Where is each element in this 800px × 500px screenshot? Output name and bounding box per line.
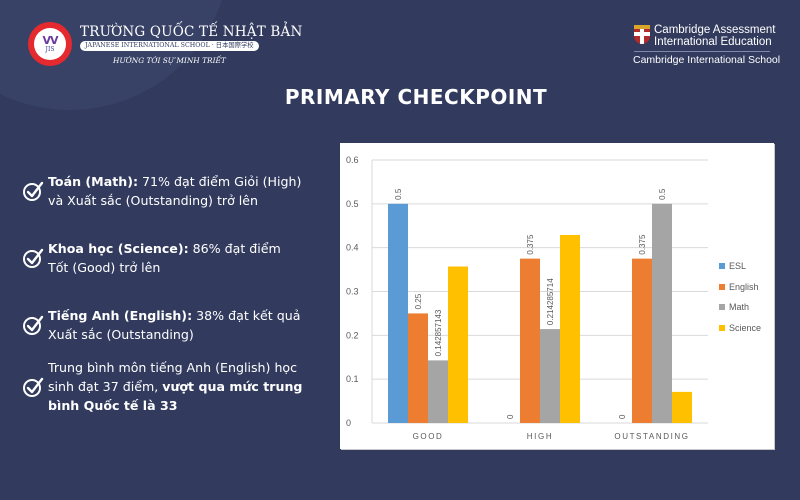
data-label: 0.5 bbox=[394, 188, 403, 200]
data-label: 0.142857143 bbox=[434, 309, 443, 356]
bar-science-outstanding bbox=[672, 391, 692, 423]
y-tick-label: 0.5 bbox=[346, 199, 359, 209]
jis-logo: VV JIS bbox=[28, 22, 72, 66]
legend-item-science: Science bbox=[719, 323, 761, 333]
legend-swatch-icon bbox=[719, 283, 725, 290]
data-label: 0 bbox=[506, 414, 515, 419]
bullet-english-average: Trung bình môn tiếng Anh (English) học s… bbox=[22, 358, 302, 415]
cambridge-line-2: International Education bbox=[654, 36, 772, 48]
bullet-average-text-1: Trung bình môn tiếng Anh (English) học bbox=[48, 360, 298, 375]
legend-label: ESL bbox=[729, 261, 747, 271]
bullet-science-text-1: 86% đạt điểm bbox=[188, 241, 281, 256]
bar-science-high bbox=[560, 234, 580, 423]
bullet-english-text-2: Xuất sắc (Outstanding) bbox=[48, 327, 194, 342]
data-label: 0.375 bbox=[526, 234, 535, 255]
bar-math-high bbox=[540, 329, 560, 423]
y-tick-label: 0.1 bbox=[346, 374, 359, 384]
bar-chart: 0 0.1 0.2 0.3 0.4 0.5 0.6 0.5 0.25 0.142857143 GOO… bbox=[340, 143, 774, 449]
y-tick-label: 0.4 bbox=[346, 243, 359, 253]
check-circle-icon bbox=[23, 315, 44, 335]
legend-item-english: English bbox=[719, 282, 759, 292]
school-name: TRƯỜNG QUỐC TẾ NHẬT BẢN bbox=[80, 24, 303, 40]
bar-science-good bbox=[448, 266, 468, 423]
cambridge-logo-text: Cambridge Assessment International Educa… bbox=[654, 24, 775, 48]
bullet-math-text-2: và Xuất sắc (Outstanding) trở lên bbox=[48, 193, 259, 208]
x-category-label: HIGH bbox=[527, 432, 553, 441]
x-category-label: GOOD bbox=[413, 432, 444, 441]
legend-item-esl: ESL bbox=[719, 261, 746, 271]
bullet-math-label: Toán (Math): bbox=[48, 174, 138, 189]
x-category-label: OUTSTANDING bbox=[614, 432, 689, 441]
bar-math-outstanding bbox=[652, 203, 672, 423]
bullet-science: Khoa học (Science): 86% đạt điểm Tốt (Go… bbox=[22, 239, 281, 277]
bar-math-good bbox=[428, 360, 448, 423]
legend-label: English bbox=[729, 281, 759, 292]
legend-label: Science bbox=[729, 322, 762, 333]
bar-english-good bbox=[408, 313, 428, 423]
cambridge-school-label: Cambridge International School bbox=[633, 54, 781, 66]
y-tick-label: 0 bbox=[346, 418, 351, 428]
bullet-average-text-2: sinh đạt 37 điểm, bbox=[48, 379, 163, 394]
bar-esl-good bbox=[388, 203, 408, 423]
y-tick-label: 0.3 bbox=[346, 287, 359, 297]
check-circle-icon bbox=[23, 377, 44, 397]
bullet-english-text-1: 38% đạt kết quả bbox=[192, 308, 301, 323]
legend-swatch-icon bbox=[719, 304, 725, 310]
data-label: 0.5 bbox=[658, 188, 667, 200]
bar-english-high bbox=[520, 258, 540, 423]
jis-logo-mark-icon: VV bbox=[42, 34, 58, 47]
bullet-average-text-3-bold: bình Quốc tế là 33 bbox=[48, 398, 178, 413]
bullet-english: Tiếng Anh (English): 38% đạt kết quả Xuấ… bbox=[22, 306, 300, 344]
chart-plot: 0 0.1 0.2 0.3 0.4 0.5 0.6 0.5 0.25 0.142857143 GOO… bbox=[346, 155, 708, 441]
y-tick-label: 0.2 bbox=[346, 330, 359, 340]
school-motto: HƯỚNG TỚI SỰ MINH TRIẾT bbox=[113, 56, 226, 65]
bar-english-outstanding bbox=[632, 258, 652, 423]
legend-swatch-icon bbox=[719, 324, 725, 331]
data-label: 0 bbox=[618, 414, 627, 419]
y-tick-label: 0.6 bbox=[346, 155, 359, 165]
bullet-average-text-2-bold: vượt qua mức trung bbox=[162, 379, 303, 394]
data-label: 0.214285714 bbox=[546, 278, 555, 325]
school-subtitle: JAPANESE INTERNATIONAL SCHOOL · 日本国際学校 bbox=[80, 41, 259, 51]
bullet-math-text-1: 71% đạt điểm Giỏi (High) bbox=[137, 174, 302, 189]
jis-logo-text: JIS bbox=[45, 46, 55, 53]
bullet-english-label: Tiếng Anh (English): bbox=[48, 308, 193, 323]
cambridge-line-1: Cambridge Assessment bbox=[654, 24, 776, 36]
data-label: 0.375 bbox=[638, 234, 647, 255]
legend-item-math: Math bbox=[719, 302, 749, 312]
check-circle-icon bbox=[23, 181, 44, 201]
data-label: 0.25 bbox=[414, 293, 423, 309]
legend-label: Math bbox=[729, 302, 750, 312]
page-title: PRIMARY CHECKPOINT bbox=[284, 85, 548, 109]
bullet-science-label: Khoa học (Science): bbox=[48, 241, 189, 256]
bullet-math: Toán (Math): 71% đạt điểm Giỏi (High) và… bbox=[22, 172, 301, 210]
cambridge-divider bbox=[634, 51, 770, 52]
bullet-science-text-2: Tốt (Good) trở lên bbox=[48, 260, 161, 275]
cambridge-shield-icon bbox=[634, 25, 650, 44]
check-circle-icon bbox=[23, 248, 44, 268]
legend-swatch-icon bbox=[719, 263, 725, 269]
